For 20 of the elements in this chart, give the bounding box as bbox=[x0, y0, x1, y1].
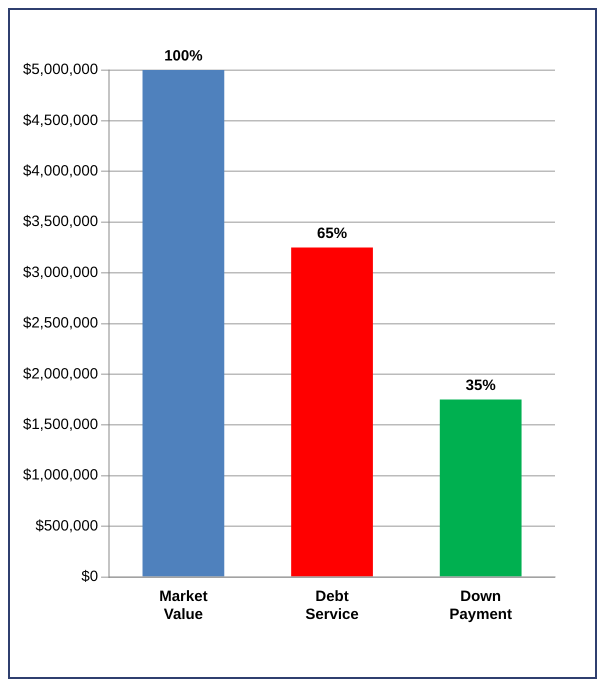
y-tick-label: $0 bbox=[81, 568, 98, 586]
bar bbox=[440, 400, 522, 576]
x-tick-label: Down Payment bbox=[449, 588, 512, 624]
y-tick-label: $5,000,000 bbox=[22, 61, 98, 78]
bar bbox=[142, 70, 224, 576]
annotation: 100% bbox=[164, 48, 203, 65]
y-tick-label: $2,500,000 bbox=[22, 314, 98, 332]
y-tick-label: $2,000,000 bbox=[22, 365, 98, 382]
x-tick-label: Debt Service bbox=[305, 588, 359, 624]
y-tick-label: $500,000 bbox=[35, 517, 98, 534]
y-tick-label: $3,500,000 bbox=[22, 213, 98, 230]
y-tick-label: $4,000,000 bbox=[22, 162, 98, 180]
annotation: 65% bbox=[317, 225, 348, 242]
y-tick-label: $1,000,000 bbox=[22, 466, 98, 484]
annotation: 35% bbox=[466, 377, 496, 394]
bar bbox=[291, 247, 373, 576]
y-tick-label: $1,500,000 bbox=[22, 416, 98, 434]
y-tick-label: $4,500,000 bbox=[22, 112, 98, 129]
y-tick-label: $3,000,000 bbox=[22, 264, 98, 281]
x-tick-label: Market Value bbox=[159, 588, 208, 624]
